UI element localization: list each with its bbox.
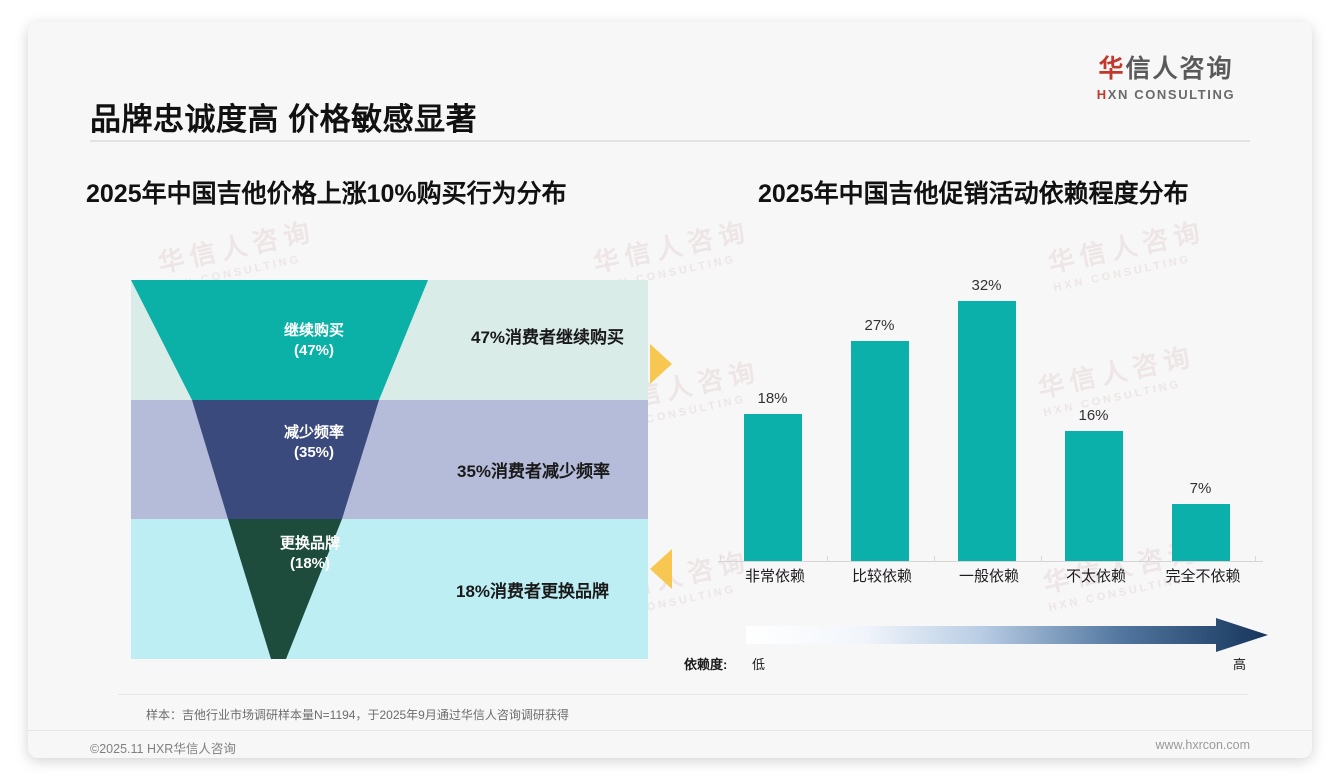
bar-chart-x-axis-labels: 非常依赖 比较依赖 一般依赖 不太依赖 完全不依赖	[688, 565, 1268, 595]
bar-column[interactable]: 16%	[1041, 261, 1146, 561]
logo-chinese-text: 华信人咨询	[1082, 55, 1250, 84]
legend-title: 依赖度:	[684, 657, 728, 672]
play-right-triangle-icon	[650, 344, 672, 384]
bar-value-label: 18%	[757, 390, 788, 407]
legend-low-label: 低	[752, 657, 766, 672]
funnel-label-3: 更换品牌 (18%)	[230, 534, 390, 575]
funnel-shape	[131, 280, 428, 659]
funnel-segment-continue	[131, 280, 428, 400]
x-axis-tick	[1255, 556, 1256, 562]
funnel-band-3	[131, 519, 648, 659]
bar[interactable]	[957, 301, 1016, 561]
x-axis-tick	[827, 556, 828, 562]
x-axis-label: 比较依赖	[851, 568, 912, 585]
bar[interactable]	[1171, 504, 1230, 561]
funnel-label-3-text: 更换品牌	[279, 535, 340, 552]
bar-value-label: 7%	[1189, 480, 1212, 497]
gradient-arrow-icon	[746, 618, 1268, 652]
funnel-chart: 继续购买 (47%) 减少频率 (35%) 更换品牌 (18%) 47%消费者继…	[88, 247, 648, 672]
bar-column[interactable]: 27%	[827, 261, 932, 561]
x-axis-label: 非常依赖	[744, 568, 805, 585]
note-divider	[118, 694, 1248, 695]
x-axis-label: 完全不依赖	[1165, 568, 1241, 585]
bar[interactable]	[1064, 431, 1123, 561]
logo-cn-accent-char: 华	[1098, 55, 1126, 83]
logo-english-text: HXN CONSULTING	[1082, 87, 1250, 102]
funnel-segment-reduce	[192, 400, 379, 519]
funnel-label-1: 继续购买 (47%)	[234, 321, 394, 362]
bar[interactable]	[850, 341, 909, 561]
funnel-label-2-text: 减少频率	[283, 424, 344, 441]
dependency-gradient-legend: 依赖度: 低 高	[684, 618, 1268, 678]
bar-value-label: 27%	[864, 317, 895, 334]
legend-high-label: 高	[1232, 657, 1246, 672]
right-panel-title: 2025年中国吉他促销活动依赖程度分布	[758, 180, 1189, 208]
company-logo: 华信人咨询 HXN CONSULTING	[1082, 55, 1250, 102]
logo-cn-rest: 信人咨询	[1125, 55, 1234, 83]
bar-value-label: 16%	[1078, 407, 1109, 424]
logo-en-rest: XN CONSULTING	[1107, 86, 1236, 102]
funnel-band-label-2: 35%消费者减少频率	[457, 462, 611, 481]
bar-column[interactable]: 18%	[720, 261, 825, 561]
bar-value-label: 32%	[971, 277, 1002, 294]
bar-column[interactable]: 7%	[1148, 261, 1253, 561]
website-link[interactable]: www.hxrcon.com	[1155, 738, 1250, 752]
x-axis-tick	[934, 556, 935, 562]
slide-canvas: 品牌忠诚度高 价格敏感显著 华信人咨询 HXN CONSULTING 2025年…	[28, 22, 1312, 758]
bar-column[interactable]: 32%	[934, 261, 1039, 561]
x-axis-tick	[720, 556, 721, 562]
funnel-label-1-pct: (47%)	[293, 342, 334, 360]
page-title: 品牌忠诚度高 价格敏感显著	[90, 102, 478, 137]
sample-note: 样本：吉他行业市场调研样本量N=1194，于2025年9月通过华信人咨询调研获得	[146, 708, 569, 722]
bar[interactable]	[743, 414, 802, 561]
logo-en-accent-char: H	[1096, 86, 1108, 102]
bar-chart: 18% 27% 32% 16% 7%	[688, 262, 1268, 562]
funnel-label-2: 减少频率 (35%)	[234, 423, 394, 464]
funnel-label-2-pct: (35%)	[293, 444, 334, 462]
funnel-segment-switch	[228, 519, 342, 659]
legend-text-row: 依赖度: 低 高	[684, 652, 1268, 676]
funnel-label-3-pct: (18%)	[289, 555, 330, 573]
bar-chart-axis	[718, 561, 1263, 562]
funnel-band-label-3: 18%消费者更换品牌	[456, 582, 610, 601]
footer-divider	[28, 730, 1312, 731]
left-panel-title: 2025年中国吉他价格上涨10%购买行为分布	[86, 180, 567, 208]
play-left-triangle-icon	[650, 549, 672, 589]
header-divider	[90, 140, 1250, 142]
x-axis-label: 不太依赖	[1065, 568, 1126, 585]
funnel-band-label-1: 47%消费者继续购买	[471, 328, 625, 347]
x-axis-tick	[1041, 556, 1042, 562]
x-axis-tick	[1148, 556, 1149, 562]
funnel-label-1-text: 继续购买	[283, 322, 344, 339]
x-axis-label: 一般依赖	[958, 568, 1019, 585]
copyright-text: ©2025.11 HXR华信人咨询	[90, 742, 236, 756]
